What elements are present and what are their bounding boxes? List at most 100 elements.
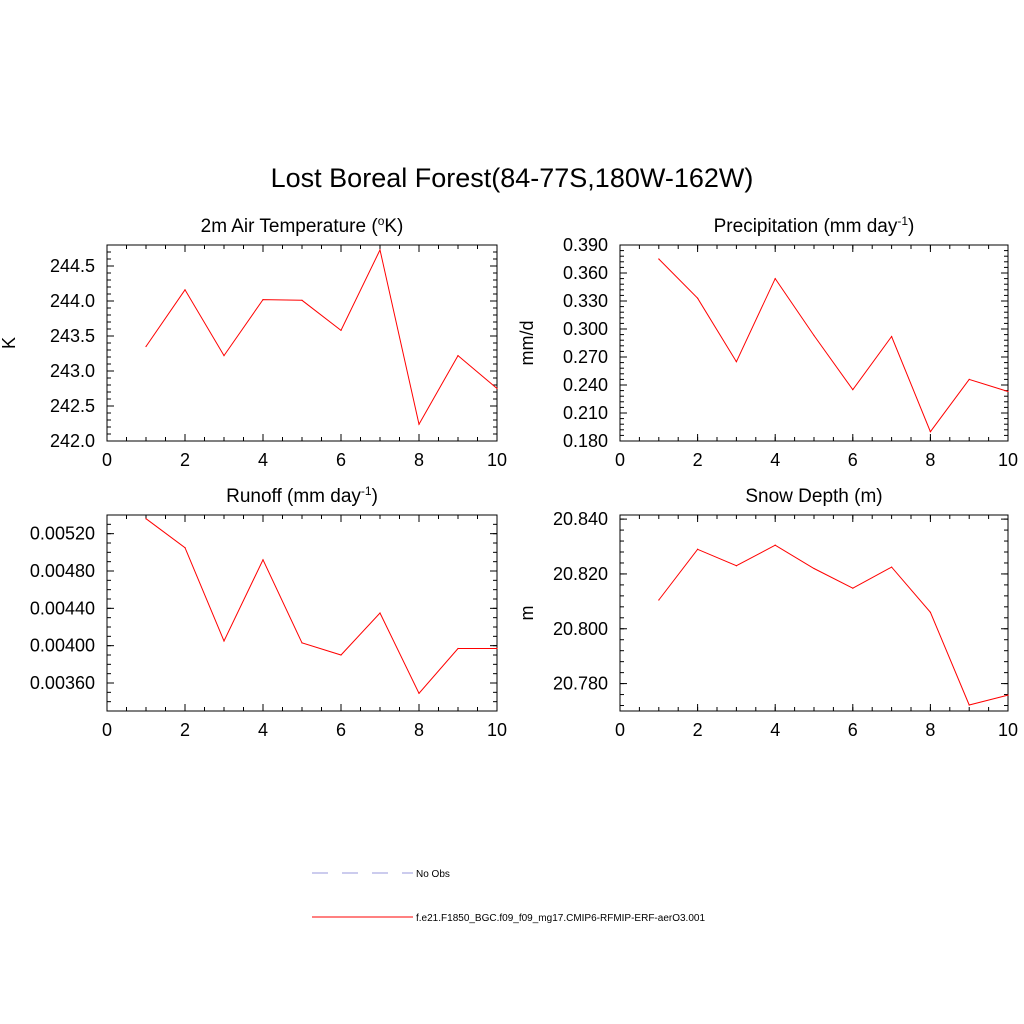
y-tick-label: 243.0 bbox=[50, 361, 95, 381]
data-point bbox=[184, 289, 186, 291]
x-tick-label: 4 bbox=[258, 450, 268, 470]
y-tick-label: 244.0 bbox=[50, 291, 95, 311]
data-point bbox=[379, 612, 381, 614]
data-point bbox=[968, 378, 970, 380]
y-tick-label: 0.00480 bbox=[30, 561, 95, 581]
x-tick-label: 4 bbox=[258, 720, 268, 740]
data-point bbox=[496, 387, 498, 390]
data-point bbox=[813, 334, 815, 337]
x-tick-label: 2 bbox=[180, 450, 190, 470]
y-tick-label: 0.00440 bbox=[30, 598, 95, 618]
y-axis-label: m bbox=[517, 606, 537, 621]
data-point bbox=[457, 647, 459, 650]
data-point bbox=[658, 599, 660, 601]
x-tick-label: 2 bbox=[180, 720, 190, 740]
data-point bbox=[774, 278, 776, 280]
x-tick-label: 0 bbox=[615, 720, 625, 740]
panel-title: 2m Air Temperature (oK) bbox=[201, 214, 404, 237]
x-tick-label: 6 bbox=[336, 720, 346, 740]
y-tick-label: 20.800 bbox=[553, 619, 608, 639]
plot-frame bbox=[106, 244, 498, 442]
panel-3: Runoff (mm day-1) 0 2 4 6 8 10 0.00360 0.00400 0.… bbox=[30, 484, 507, 740]
data-point bbox=[418, 692, 420, 694]
data-point bbox=[891, 566, 893, 568]
x-tick-label: 8 bbox=[414, 450, 424, 470]
x-tick-label: 0 bbox=[102, 450, 112, 470]
data-point bbox=[340, 329, 342, 331]
plot-frame bbox=[106, 514, 498, 712]
y-tick-label: 0.360 bbox=[563, 263, 608, 283]
data-point bbox=[774, 544, 776, 546]
y-tick-label: 242.0 bbox=[50, 431, 95, 451]
data-point bbox=[457, 355, 459, 357]
y-tick-label: 0.180 bbox=[563, 431, 608, 451]
y-tick-label: 0.300 bbox=[563, 319, 608, 339]
data-point bbox=[145, 518, 147, 520]
panel-2: Precipitation (mm day-1) 0 2 4 6 8 10 0.180 0.21… bbox=[517, 214, 1018, 470]
y-tick-label: 244.5 bbox=[50, 256, 95, 276]
y-axis-label: mm/d bbox=[517, 321, 537, 366]
x-tick-label: 0 bbox=[615, 450, 625, 470]
x-tick-label: 10 bbox=[998, 450, 1018, 470]
data-point bbox=[658, 258, 660, 260]
data-point bbox=[968, 704, 970, 706]
data-point bbox=[852, 389, 854, 391]
x-tick-label: 4 bbox=[770, 450, 780, 470]
x-tick-label: 6 bbox=[848, 720, 858, 740]
plot-frame bbox=[619, 244, 1009, 442]
x-tick-label: 10 bbox=[998, 720, 1018, 740]
data-point bbox=[418, 423, 420, 425]
data-point bbox=[735, 565, 738, 567]
data-point bbox=[697, 297, 699, 299]
y-tick-label: 0.240 bbox=[563, 375, 608, 395]
panel-title: Snow Depth (m) bbox=[745, 486, 882, 507]
x-tick-label: 4 bbox=[770, 720, 780, 740]
x-tick-label: 2 bbox=[693, 450, 703, 470]
x-tick-label: 6 bbox=[336, 450, 346, 470]
data-point bbox=[301, 642, 303, 644]
data-point bbox=[223, 640, 225, 642]
data-point bbox=[1007, 390, 1009, 393]
panel-title: Precipitation (mm day-1) bbox=[714, 214, 915, 237]
x-tick-label: 8 bbox=[925, 720, 935, 740]
series-line bbox=[145, 518, 497, 695]
y-tick-label: 0.210 bbox=[563, 403, 608, 423]
plot-frame bbox=[619, 514, 1009, 712]
y-tick-label: 0.330 bbox=[563, 291, 608, 311]
legend-label: No Obs bbox=[416, 869, 450, 880]
data-point bbox=[891, 335, 893, 338]
data-point bbox=[735, 361, 738, 363]
panel-4: Snow Depth (m) 0 2 4 6 8 10 20.780 20.800 20.820 2… bbox=[517, 486, 1018, 740]
data-point bbox=[813, 567, 815, 570]
data-point bbox=[697, 548, 699, 550]
data-point bbox=[929, 431, 932, 433]
y-tick-label: 0.270 bbox=[563, 347, 608, 367]
x-tick-label: 8 bbox=[925, 450, 935, 470]
data-point bbox=[1007, 694, 1009, 696]
x-tick-label: 2 bbox=[693, 720, 703, 740]
data-point bbox=[184, 547, 186, 549]
x-tick-label: 0 bbox=[102, 720, 112, 740]
data-point bbox=[262, 299, 264, 301]
data-point bbox=[379, 249, 381, 251]
data-point bbox=[301, 299, 303, 301]
figure-title: Lost Boreal Forest(84-77S,180W-162W) bbox=[270, 163, 754, 193]
series-line bbox=[658, 258, 1009, 433]
x-tick-label: 10 bbox=[487, 720, 507, 740]
y-tick-label: 243.5 bbox=[50, 326, 95, 346]
y-tick-label: 0.00520 bbox=[30, 524, 95, 544]
panel-title: Runoff (mm day-1) bbox=[226, 484, 378, 507]
data-point bbox=[145, 345, 147, 348]
data-point bbox=[496, 647, 498, 650]
y-tick-label: 20.820 bbox=[553, 564, 608, 584]
y-tick-label: 0.390 bbox=[563, 235, 608, 255]
y-tick-label: 242.5 bbox=[50, 396, 95, 416]
data-point bbox=[262, 559, 264, 561]
panel-1: 2m Air Temperature (oK) 0 2 4 6 8 10 242.0 242.5… bbox=[0, 214, 507, 470]
y-tick-label: 20.780 bbox=[553, 674, 608, 694]
y-tick-label: 20.840 bbox=[553, 509, 608, 529]
y-tick-label: 0.00360 bbox=[30, 673, 95, 693]
x-tick-label: 10 bbox=[487, 450, 507, 470]
x-tick-label: 8 bbox=[414, 720, 424, 740]
